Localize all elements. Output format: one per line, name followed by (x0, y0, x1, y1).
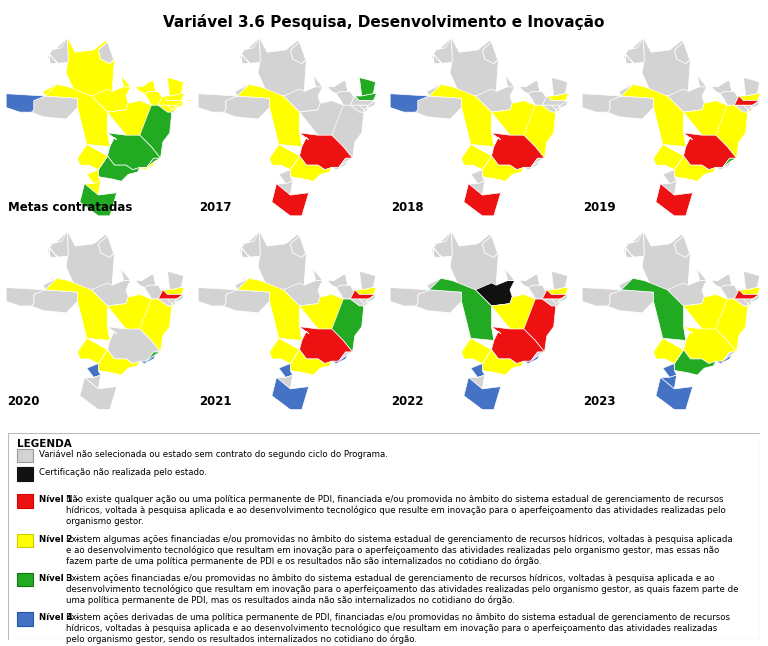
Text: LEGENDA: LEGENDA (17, 439, 71, 449)
Text: Variável 3.6 Pesquisa, Desenvolvimento e Inovação: Variável 3.6 Pesquisa, Desenvolvimento e… (164, 14, 604, 30)
Text: Nível 4 -: Nível 4 - (39, 613, 83, 622)
Text: Nível 2 -: Nível 2 - (39, 535, 82, 544)
Text: 2021: 2021 (200, 395, 232, 408)
Bar (17, 573, 33, 587)
Text: 2017: 2017 (200, 202, 232, 214)
Text: 2023: 2023 (584, 395, 616, 408)
Text: Não existe qualquer ação ou uma política permanente de PDI, financiada e/ou prom: Não existe qualquer ação ou uma política… (66, 495, 726, 526)
Text: 2020: 2020 (8, 395, 40, 408)
Text: Existem algumas ações financiadas e/ou promovidas no âmbito do sistema estadual : Existem algumas ações financiadas e/ou p… (66, 535, 733, 566)
Text: Nível 1 -: Nível 1 - (39, 495, 82, 505)
Text: Metas contratadas: Metas contratadas (8, 202, 132, 214)
Text: Variável não selecionada ou estado sem contrato do segundo ciclo do Programa.: Variável não selecionada ou estado sem c… (39, 450, 388, 459)
Text: Certificação não realizada pelo estado.: Certificação não realizada pelo estado. (39, 468, 207, 477)
Bar (17, 612, 33, 625)
Text: Existem ações financiadas e/ou promovidas no âmbito do sistema estadual de geren: Existem ações financiadas e/ou promovida… (66, 574, 739, 605)
Text: 2019: 2019 (584, 202, 616, 214)
Text: Existem ações derivadas de uma política permanente de PDI, financiadas e/ou prom: Existem ações derivadas de uma política … (66, 613, 730, 644)
Bar (17, 449, 33, 463)
Bar (17, 534, 33, 547)
Text: 2022: 2022 (392, 395, 424, 408)
Bar (17, 468, 33, 481)
Text: 2018: 2018 (392, 202, 424, 214)
Bar (17, 494, 33, 508)
Text: Nível 3 -: Nível 3 - (39, 574, 82, 583)
